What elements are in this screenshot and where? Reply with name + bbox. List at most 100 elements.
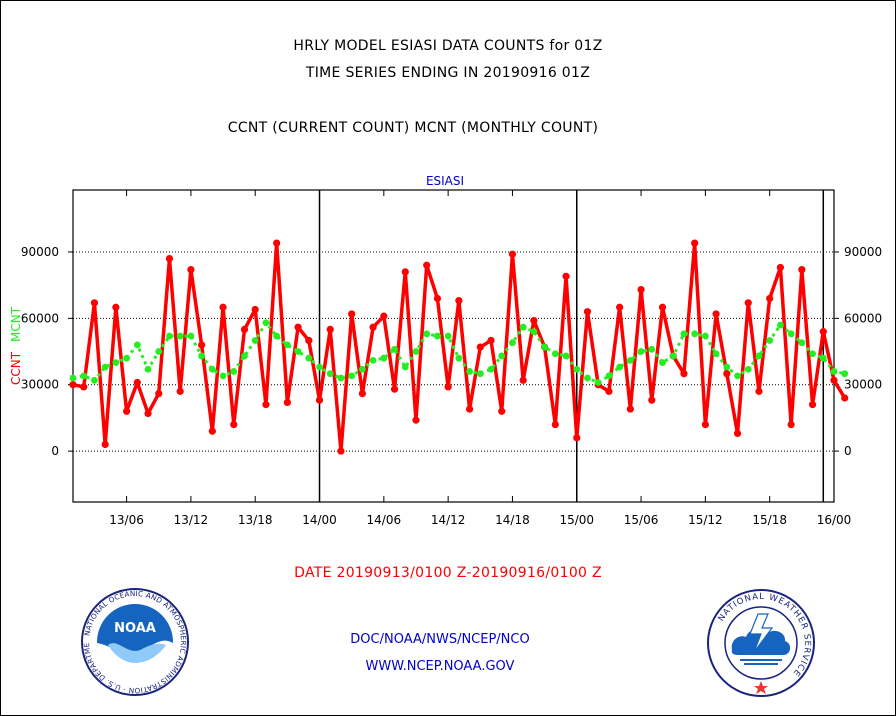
data-point-mcnt: [541, 343, 549, 351]
y-tick-label-left: 30000: [21, 378, 59, 392]
data-point-mcnt: [509, 339, 516, 347]
data-point-mcnt: [498, 352, 506, 360]
y-axis-label: CCNT MCNT: [9, 306, 23, 385]
data-point-mcnt: [680, 330, 688, 338]
data-point-ccnt: [208, 427, 216, 435]
chart-subtitle: CCNT (CURRENT COUNT) MCNT (MONTHLY COUNT…: [227, 120, 599, 136]
data-point-mcnt: [380, 354, 388, 362]
data-point-mcnt: [766, 337, 774, 344]
data-point-ccnt: [273, 239, 281, 247]
data-point-mcnt: [144, 365, 152, 373]
data-point-mcnt: [69, 374, 77, 382]
data-point-ccnt: [165, 254, 174, 263]
data-point-ccnt: [530, 316, 538, 325]
x-tick-label: 13/12: [174, 513, 209, 527]
y-tick-label-left: 90000: [21, 245, 59, 259]
data-point-ccnt: [626, 405, 634, 413]
data-point-mcnt: [584, 374, 591, 382]
data-point-mcnt: [241, 352, 248, 360]
website-link[interactable]: WWW.NCEP.NOAA.GOV: [365, 659, 515, 674]
y-axis-label-ccnt: CCNT: [9, 351, 23, 385]
data-point-mcnt: [316, 363, 323, 371]
data-point-mcnt: [487, 365, 495, 373]
data-point-ccnt: [455, 297, 463, 305]
data-point-ccnt: [144, 409, 152, 418]
data-point-ccnt: [122, 407, 131, 415]
data-point-ccnt: [369, 323, 377, 331]
grid-layer: [73, 190, 834, 502]
data-point-mcnt: [208, 365, 216, 373]
org-label: DOC/NOAA/NWS/NCEP/NCO: [350, 632, 530, 647]
data-point-mcnt: [423, 330, 431, 338]
data-point-mcnt: [391, 345, 398, 353]
data-point-ccnt: [808, 401, 817, 409]
data-point-ccnt: [283, 398, 291, 407]
data-point-ccnt: [262, 401, 270, 409]
data-point-ccnt: [187, 266, 195, 274]
series-line-ccnt: [72, 241, 847, 453]
data-point-ccnt: [219, 303, 227, 311]
data-point-ccnt: [755, 387, 763, 395]
data-point-ccnt: [798, 266, 806, 274]
x-tick-label: 13/06: [109, 513, 144, 527]
data-point-mcnt: [166, 332, 173, 340]
x-tick-label: 15/00: [559, 513, 594, 527]
data-point-mcnt: [401, 363, 409, 371]
y-tick-label-right: 0: [844, 444, 852, 458]
data-point-ccnt: [155, 389, 163, 398]
y-tick-label-right: 30000: [844, 378, 882, 392]
data-point-ccnt: [487, 336, 495, 345]
y-tick-label-right: 60000: [844, 311, 882, 325]
data-point-mcnt: [176, 332, 184, 340]
data-point-ccnt: [508, 250, 517, 258]
data-point-mcnt: [326, 370, 334, 378]
chart-title-line1: HRLY MODEL ESIASI DATA COUNTS for 01Z: [293, 38, 603, 54]
data-point-ccnt: [766, 294, 774, 303]
data-point-ccnt: [616, 303, 624, 311]
data-point-mcnt: [723, 363, 731, 371]
data-point-mcnt: [198, 352, 206, 360]
data-point-ccnt: [401, 268, 409, 276]
data-point-mcnt: [476, 370, 484, 378]
data-point-mcnt: [669, 352, 677, 360]
data-point-mcnt: [594, 379, 602, 386]
plot-title: ESIASI: [426, 174, 464, 188]
data-point-mcnt: [455, 354, 463, 362]
data-point-ccnt: [723, 370, 731, 378]
data-point-mcnt: [519, 323, 527, 331]
data-point-mcnt: [444, 332, 452, 340]
data-point-mcnt: [80, 372, 88, 380]
data-point-mcnt: [219, 372, 227, 380]
data-point-mcnt: [294, 348, 302, 355]
data-point-ccnt: [198, 341, 206, 349]
x-tick-label: 16/00: [817, 513, 852, 527]
data-point-ccnt: [701, 420, 709, 429]
data-point-mcnt: [573, 365, 581, 373]
data-point-ccnt: [90, 299, 99, 307]
x-tick-label: 14/18: [495, 513, 530, 527]
x-tick-label: 14/00: [302, 513, 337, 527]
data-point-ccnt: [315, 396, 324, 404]
y-axis-label-mcnt: MCNT: [9, 306, 23, 342]
data-point-ccnt: [583, 308, 592, 316]
data-point-mcnt: [230, 368, 238, 375]
data-point-mcnt: [112, 359, 120, 366]
y-tick-label-left: 0: [51, 444, 59, 458]
data-point-ccnt: [251, 305, 259, 314]
data-point-mcnt: [830, 368, 838, 375]
data-point-mcnt: [626, 356, 634, 364]
data-point-ccnt: [101, 440, 109, 449]
data-point-ccnt: [176, 387, 184, 395]
data-point-mcnt: [133, 341, 141, 349]
data-point-mcnt: [348, 372, 356, 380]
nws-logo-icon: NATIONAL WEATHER SERVICE: [707, 589, 815, 697]
data-point-mcnt: [819, 354, 827, 362]
data-point-ccnt: [465, 405, 474, 413]
x-tick-label: 13/18: [238, 513, 273, 527]
data-point-mcnt: [337, 374, 345, 382]
data-point-ccnt: [498, 407, 506, 415]
data-point-ccnt: [112, 303, 120, 311]
axis-layer: 0 0 30000 30000 60000 60000 90000 90000 13/06 13/…: [21, 189, 882, 527]
data-point-mcnt: [637, 348, 645, 355]
